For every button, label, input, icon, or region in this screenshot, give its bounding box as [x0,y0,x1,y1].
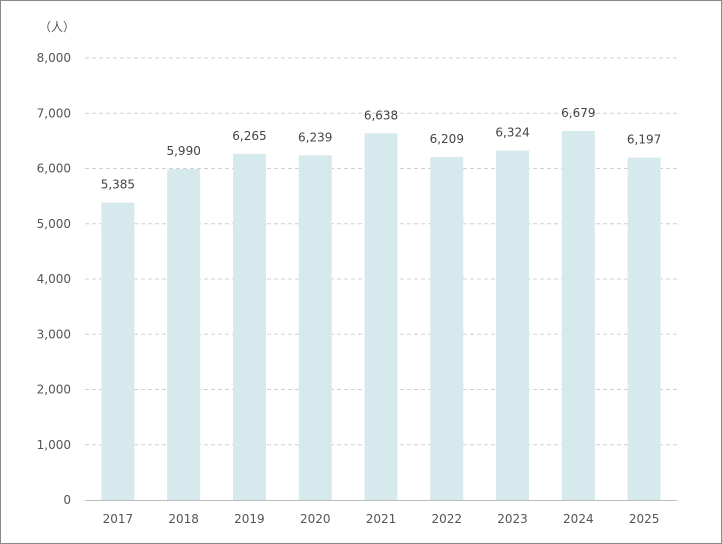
data-label: 6,239 [298,130,332,144]
data-label: 6,324 [495,126,529,140]
x-tick-label: 2025 [629,512,660,526]
y-axis-ticks: 0 1,000 2,000 3,000 4,000 5,000 6,000 7,000 8,00… [37,51,71,507]
y-tick-label: 4,000 [37,272,71,286]
bar [561,130,595,501]
y-unit-label: （人） [39,20,75,34]
y-tick-label: 6,000 [37,162,71,176]
x-tick-label: 2024 [563,512,594,526]
x-tick-label: 2023 [497,512,528,526]
bar [232,153,266,500]
bar [298,155,332,500]
x-tick-label: 2020 [300,512,331,526]
x-tick-label: 2022 [432,512,463,526]
y-tick-label: 5,000 [37,217,71,231]
bar [101,202,135,500]
y-tick-label: 1,000 [37,438,71,452]
y-tick-label: 7,000 [37,106,71,120]
y-tick-label: 2,000 [37,383,71,397]
data-label: 6,638 [364,108,398,122]
data-label: 5,385 [101,177,135,191]
bar [167,169,201,501]
x-tick-label: 2018 [168,512,199,526]
bar [430,156,464,500]
bar [364,133,398,501]
data-label: 6,265 [232,129,266,143]
bars [101,130,661,501]
data-labels: 5,385 5,990 6,265 6,239 6,638 6,209 6,324 6,679… [101,106,662,191]
x-tick-label: 2021 [366,512,397,526]
data-label: 6,679 [561,106,595,120]
y-tick-label: 8,000 [37,51,71,65]
y-tick-label: 3,000 [37,327,71,341]
bar [496,150,530,500]
data-label: 6,209 [430,132,464,146]
data-label: 6,197 [627,133,661,147]
y-tick-label: 0 [63,493,71,507]
bar [627,157,661,500]
x-tick-label: 2019 [234,512,265,526]
x-tick-label: 2017 [103,512,134,526]
data-label: 5,990 [166,144,200,158]
x-axis-ticks: 2017 2018 2019 2020 2021 2022 2023 2024 2025 [103,512,660,526]
